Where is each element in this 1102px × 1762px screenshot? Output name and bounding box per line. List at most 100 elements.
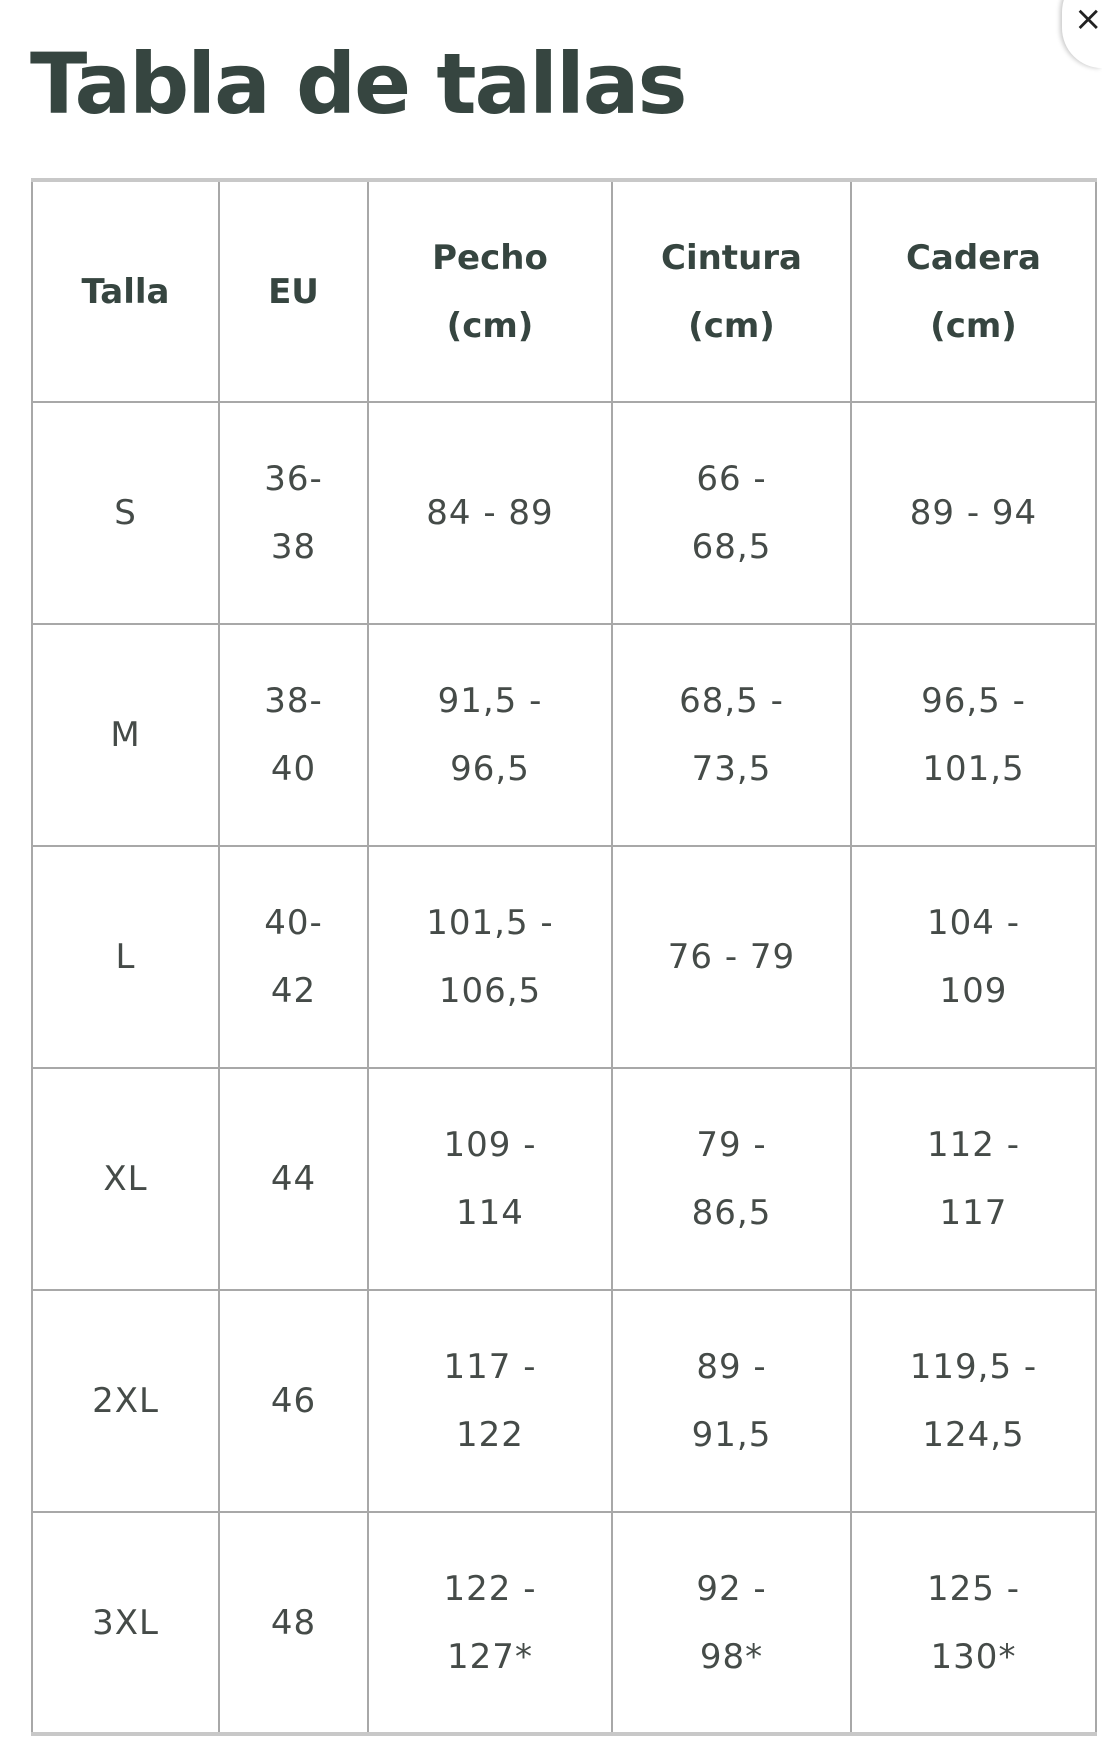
cell-text-line: 40- — [264, 903, 323, 943]
page-title: Tabla de tallas — [30, 35, 687, 133]
cell-cintura: 68,5 - 73,5 — [611, 623, 852, 847]
cell-text-line: 79 - — [696, 1125, 767, 1165]
cell-pecho: 91,5 - 96,5 — [367, 623, 613, 847]
table-row: S 36- 38 84 - 89 66 - 68,5 89 - 94 — [31, 401, 1097, 625]
cell-talla: L — [31, 845, 220, 1069]
cell-talla: M — [31, 623, 220, 847]
cell-text-line: 38 — [270, 527, 317, 567]
cell-text-line: 36- — [264, 459, 323, 499]
cell-text-line: XL — [103, 1159, 148, 1199]
cell-text-line: 101,5 - — [426, 903, 554, 943]
cell-eu: 38- 40 — [218, 623, 369, 847]
cell-text-line: 84 - 89 — [426, 493, 554, 533]
cell-text-line: 114 — [456, 1193, 524, 1233]
cell-eu: 48 — [218, 1511, 369, 1736]
cell-text-line: 40 — [270, 749, 317, 789]
table-row: 3XL 48 122 - 127* 92 - 98* 125 - 130* — [31, 1511, 1097, 1736]
cell-pecho: 109 - 114 — [367, 1067, 613, 1291]
cell-text-line: 86,5 — [691, 1193, 772, 1233]
cell-text-line: 91,5 - — [437, 681, 543, 721]
size-table: Talla EU Pecho (cm) Cintura (cm) Cadera (cm) S 3… — [31, 178, 1097, 1736]
cell-text-line: 106,5 — [438, 971, 542, 1011]
column-header-cintura: Cintura (cm) — [611, 179, 852, 403]
cell-pecho: 122 - 127* — [367, 1511, 613, 1736]
cell-text-line: 89 - — [696, 1347, 767, 1387]
cell-cadera: 112 - 117 — [850, 1067, 1097, 1291]
close-icon: × — [1074, 0, 1102, 39]
header-text-line: Cintura — [661, 237, 802, 278]
column-header-pecho: Pecho (cm) — [367, 179, 613, 403]
cell-text-line: 122 — [456, 1415, 524, 1455]
cell-text-line: 122 - — [443, 1568, 537, 1609]
cell-cintura: 92 - 98* — [611, 1511, 852, 1736]
column-header-talla: Talla — [31, 179, 220, 403]
cell-text-line: 96,5 - — [921, 681, 1026, 721]
cell-cintura: 89 - 91,5 — [611, 1289, 852, 1513]
cell-text-line: 76 - 79 — [667, 937, 796, 977]
header-text-line: Cadera — [905, 237, 1041, 278]
cell-text-line: 2XL — [92, 1381, 159, 1421]
cell-cadera: 89 - 94 — [850, 401, 1097, 625]
column-header-cadera: Cadera (cm) — [850, 179, 1097, 403]
cell-text-line: 42 — [270, 971, 317, 1011]
cell-eu: 36- 38 — [218, 401, 369, 625]
cell-text-line: 92 - — [696, 1568, 767, 1609]
cell-text-line: 124,5 — [922, 1415, 1025, 1455]
cell-talla: 3XL — [31, 1511, 220, 1736]
cell-talla: XL — [31, 1067, 220, 1291]
cell-text-line: 46 — [270, 1381, 317, 1421]
cell-talla: S — [31, 401, 220, 625]
cell-talla: 2XL — [31, 1289, 220, 1513]
cell-text-line: M — [110, 715, 141, 755]
cell-text-line: 98* — [699, 1636, 764, 1677]
header-text-line: (cm) — [930, 305, 1017, 346]
cell-text-line: 109 — [939, 971, 1008, 1011]
cell-text-line: 130* — [930, 1636, 1017, 1677]
cell-text-line: 119,5 - — [909, 1347, 1038, 1387]
cell-cadera: 96,5 - 101,5 — [850, 623, 1097, 847]
cell-text-line: S — [114, 493, 137, 533]
cell-cintura: 79 - 86,5 — [611, 1067, 852, 1291]
header-text-line: Pecho — [432, 237, 548, 278]
cell-text-line: 89 - 94 — [909, 493, 1038, 533]
cell-text-line: 3XL — [92, 1602, 159, 1643]
cell-text-line: 125 - — [927, 1568, 1020, 1609]
cell-cintura: 66 - 68,5 — [611, 401, 852, 625]
header-text-line: (cm) — [688, 305, 775, 346]
table-row: L 40- 42 101,5 - 106,5 76 - 79 104 - 109 — [31, 845, 1097, 1069]
cell-text-line: 73,5 — [691, 749, 772, 789]
cell-text-line: 48 — [270, 1602, 317, 1643]
cell-text-line: 44 — [270, 1159, 317, 1199]
cell-text-line: 127* — [447, 1636, 533, 1677]
column-header-eu: EU — [218, 179, 369, 403]
cell-text-line: 117 — [939, 1193, 1008, 1233]
cell-cadera: 119,5 - 124,5 — [850, 1289, 1097, 1513]
cell-eu: 44 — [218, 1067, 369, 1291]
cell-cintura: 76 - 79 — [611, 845, 852, 1069]
header-text-line: Talla — [81, 271, 170, 312]
cell-cadera: 104 - 109 — [850, 845, 1097, 1069]
cell-eu: 46 — [218, 1289, 369, 1513]
cell-eu: 40- 42 — [218, 845, 369, 1069]
cell-pecho: 84 - 89 — [367, 401, 613, 625]
cell-text-line: 68,5 - — [679, 681, 784, 721]
cell-text-line: 112 - — [927, 1125, 1020, 1165]
table-row: M 38- 40 91,5 - 96,5 68,5 - 73,5 96,5 - 101,5 — [31, 623, 1097, 847]
cell-text-line: 96,5 — [450, 749, 530, 789]
cell-text-line: 68,5 — [691, 527, 772, 567]
cell-text-line: 91,5 — [691, 1415, 772, 1455]
cell-text-line: L — [115, 937, 136, 977]
cell-pecho: 101,5 - 106,5 — [367, 845, 613, 1069]
cell-pecho: 117 - 122 — [367, 1289, 613, 1513]
cell-text-line: 66 - — [696, 459, 767, 499]
cell-text-line: 117 - — [443, 1347, 537, 1387]
table-row: XL 44 109 - 114 79 - 86,5 112 - 117 — [31, 1067, 1097, 1291]
header-row: Talla EU Pecho (cm) Cintura (cm) Cadera (cm) — [31, 179, 1097, 403]
cell-text-line: 109 - — [443, 1125, 537, 1165]
close-button[interactable]: × — [1062, 0, 1102, 68]
cell-text-line: 38- — [264, 681, 323, 721]
header-text-line: (cm) — [446, 305, 534, 346]
cell-text-line: 104 - — [927, 903, 1020, 943]
header-text-line: EU — [268, 271, 319, 312]
table-row: 2XL 46 117 - 122 89 - 91,5 119,5 - 124,5 — [31, 1289, 1097, 1513]
